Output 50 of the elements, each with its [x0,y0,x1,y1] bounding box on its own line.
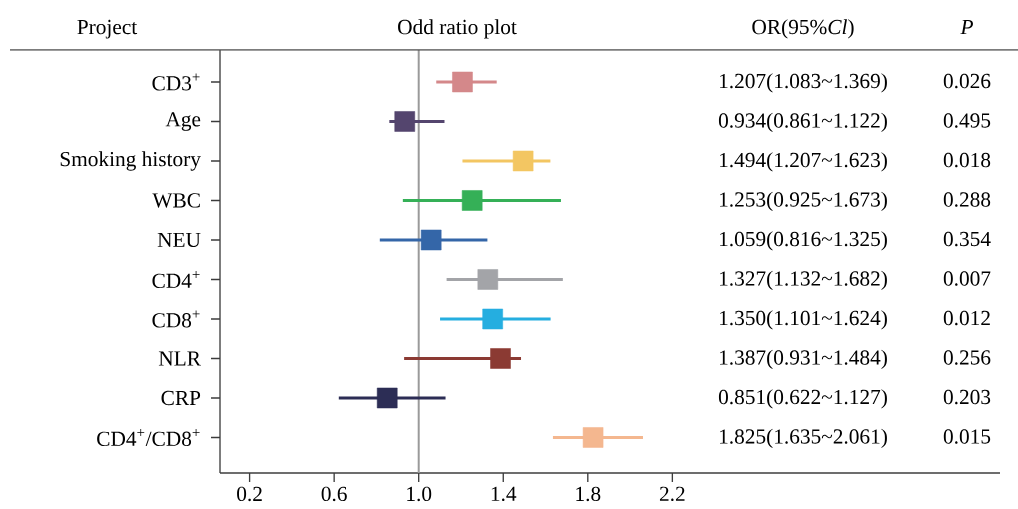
y-axis-title: Project [77,19,138,39]
point [482,308,503,330]
y-tick-label: NEU [157,232,201,248]
annotation: 0.026 [943,73,991,89]
annotation: 1.207(1.083~1.369) [720,73,887,93]
x-tick-label: 1.8 [576,486,601,502]
annotation: 1.253(0.925~1.673) [720,191,887,212]
x-tick-label: 1.0 [407,486,432,502]
point [452,71,473,93]
text: OR(95%Cl) [752,19,854,39]
annotation: 0.354 [943,231,991,247]
y-tick-label: CD8$^{+}$ [152,310,200,328]
annotation: 0.256 [943,350,991,365]
point [420,229,442,251]
y-tick-label: CD4$^{+}$ [152,271,200,288]
text: P [960,20,973,34]
x-tick-label: 0.6 [321,486,347,502]
point [394,111,416,132]
point [582,427,604,448]
point [461,190,483,211]
annotation: 0.012 [943,310,990,326]
y-tick-label: CD4$^{+}$/CD8$^{+}$ [97,429,200,446]
y-tick-label: Smoking history [60,151,201,171]
annotation: 0.288 [943,192,991,207]
annotation: 0.203 [943,389,991,405]
annotation: 0.495 [943,113,991,128]
x-tick-label: 2.2 [659,486,685,502]
annotation: 0.015 [943,429,991,444]
annotation: 0.851(0.622~1.127) [718,389,887,409]
annotation: 1.387(0.931~1.484) [720,349,887,370]
y-tick-label: Age [165,112,201,131]
annotation: 1.327(1.132~1.682) [720,270,887,291]
y-tick-label: WBC [152,193,200,208]
y-tick-label: NLR [158,351,201,366]
point [490,348,511,369]
chart-title: Odd ratio plot [398,19,517,39]
annotation: 1.350(1.101~1.624) [720,310,887,330]
x-tick-label: 1.4 [491,486,517,502]
point [376,387,398,409]
x-tick-label: 0.2 [237,486,262,502]
y-tick-label: CD3$^{+}$ [152,73,200,91]
point [477,269,499,290]
annotation: 0.934(0.861~1.122) [718,112,887,133]
annotation: 0.018 [943,152,991,168]
annotation: 1.059(0.816~1.325) [720,231,887,251]
point [512,150,534,172]
annotation: 1.494(1.207~1.623) [720,152,887,172]
annotation: 1.825(1.635~2.061) [720,428,887,449]
annotation: 0.007 [943,271,991,286]
y-tick-label: CRP [161,390,201,406]
